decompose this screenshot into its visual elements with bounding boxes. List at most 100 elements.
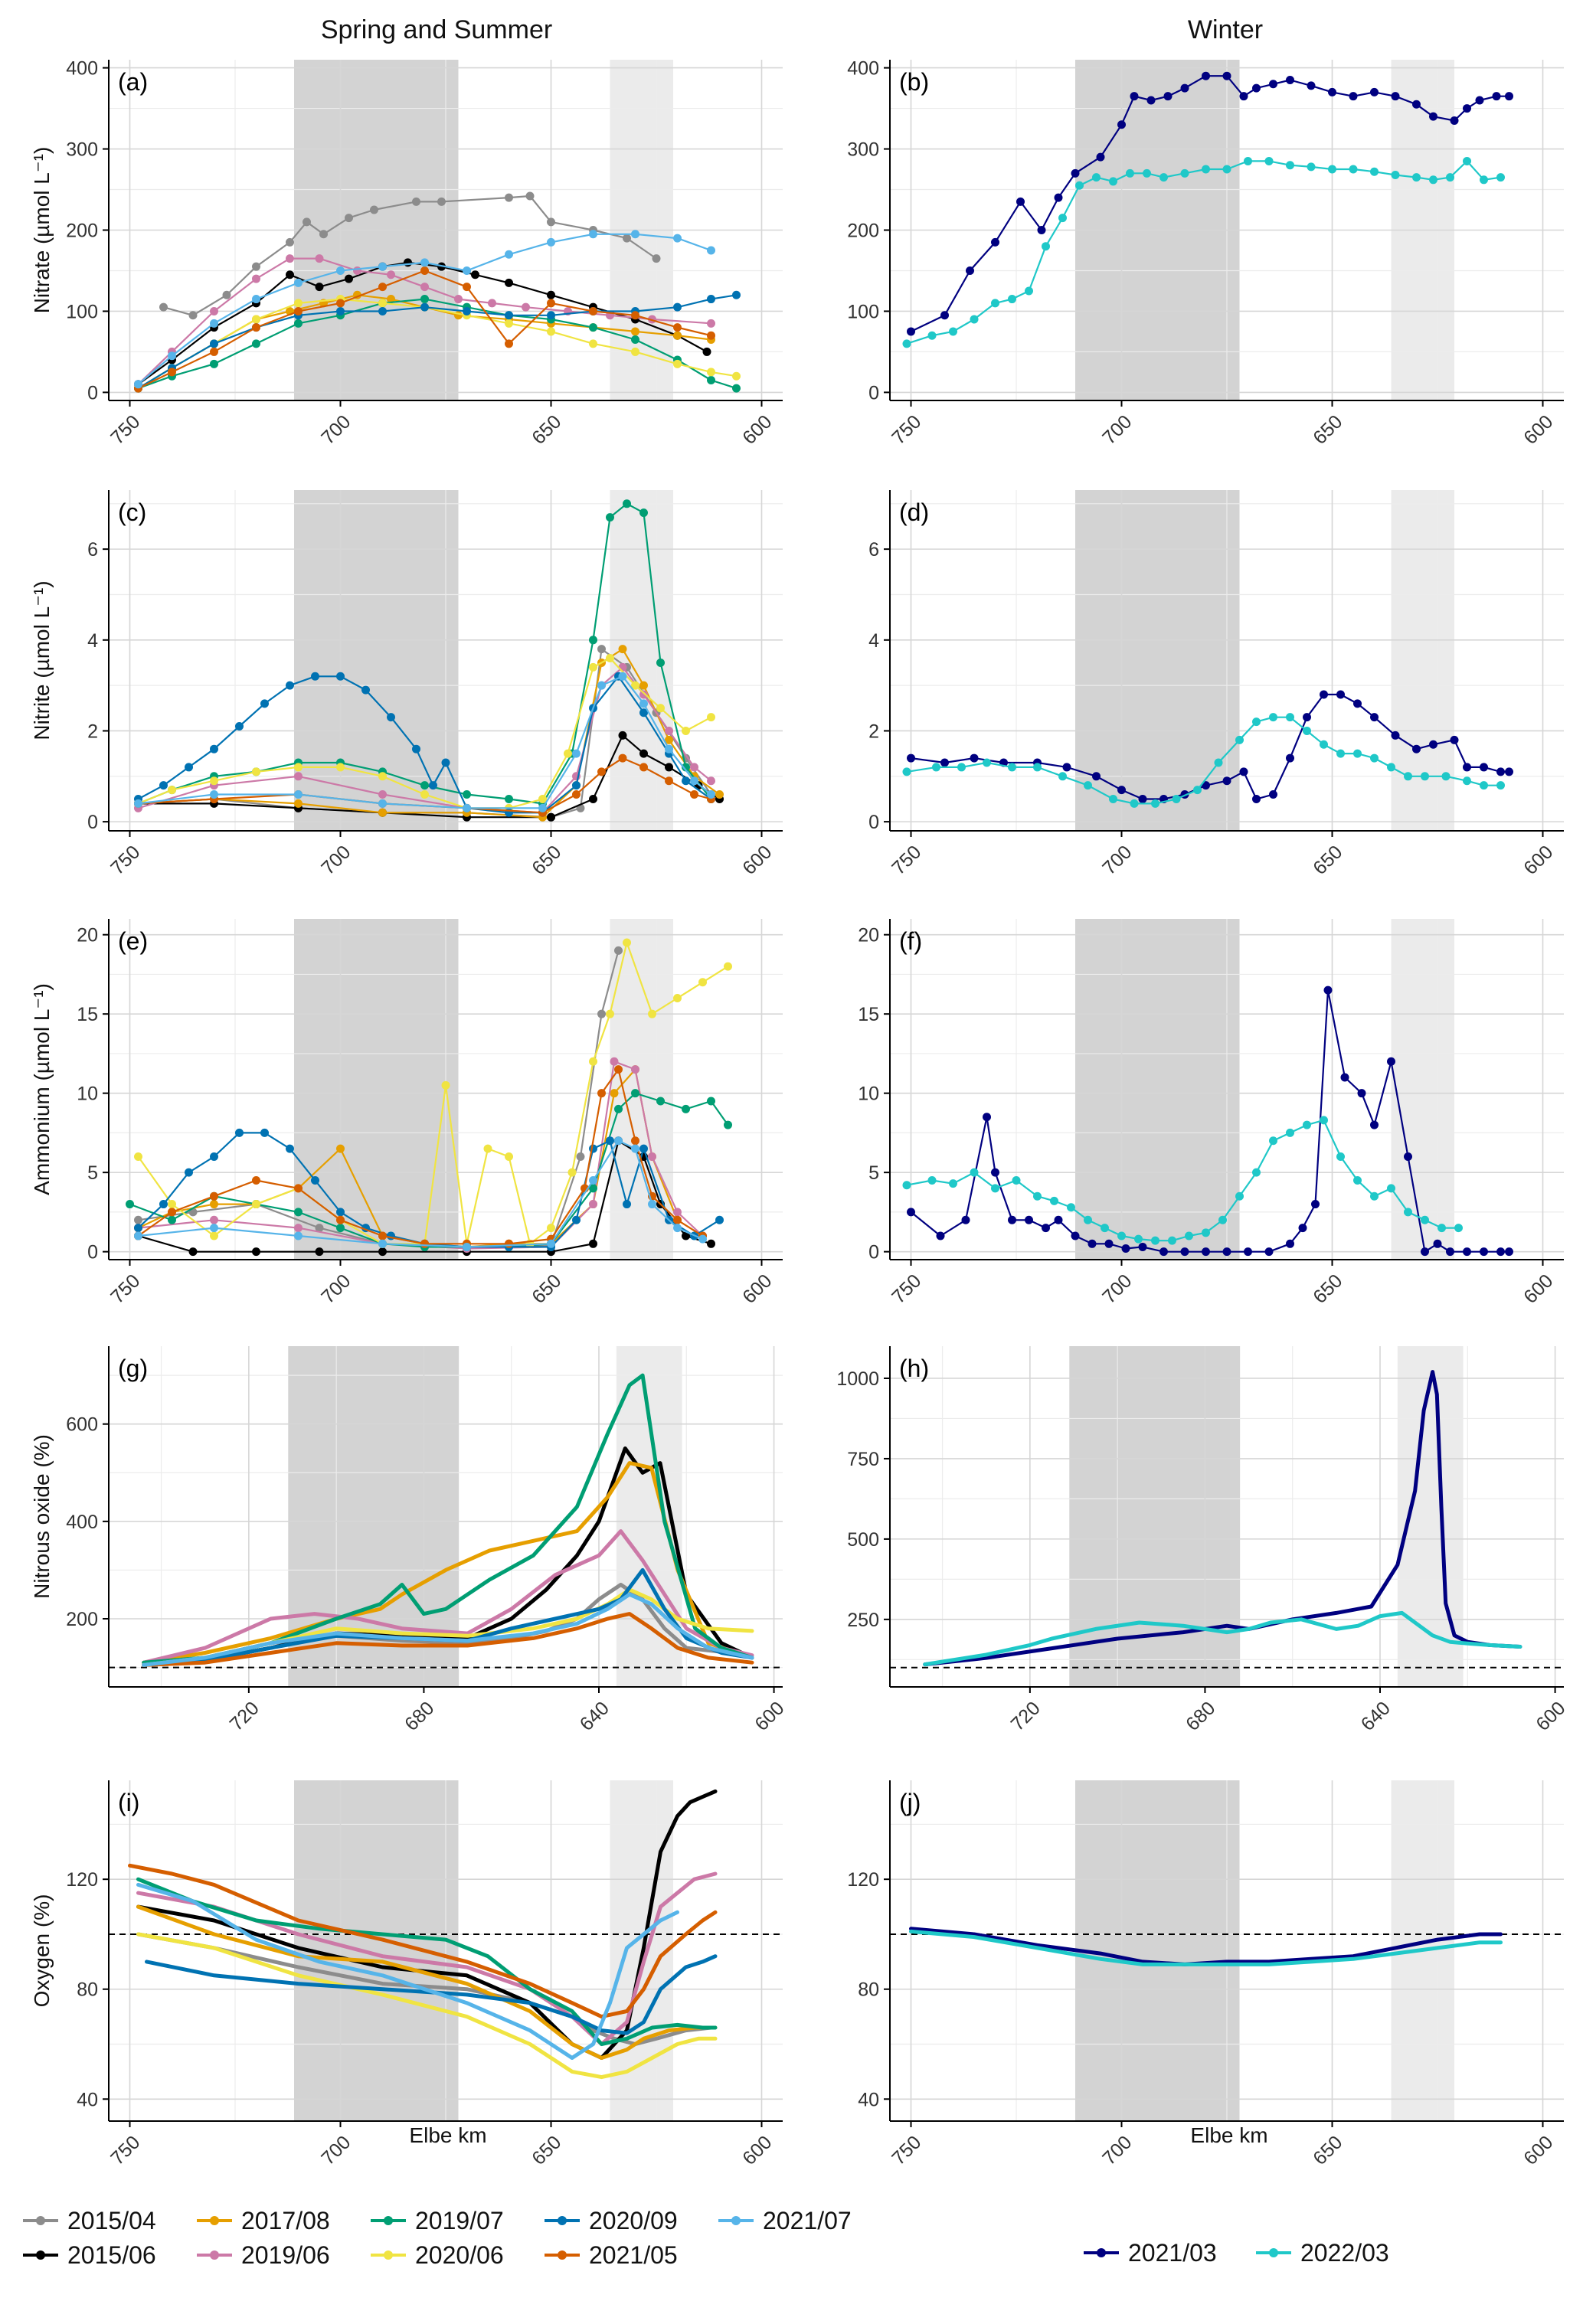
data-point — [1222, 1247, 1231, 1257]
legend-label: 2019/07 — [415, 2207, 504, 2234]
data-point — [639, 708, 648, 717]
data-point — [589, 1144, 597, 1153]
data-point — [1480, 175, 1488, 185]
data-point — [1269, 713, 1277, 722]
data-point — [1109, 794, 1117, 803]
data-point — [294, 278, 303, 287]
data-point — [252, 295, 260, 304]
data-point — [420, 283, 429, 292]
data-point — [126, 1200, 134, 1209]
legend-entry-2020-06: 2020/06 — [371, 2241, 504, 2269]
column-title-right: Winter — [1188, 15, 1263, 44]
data-point — [1264, 1247, 1274, 1257]
panel-label: (d) — [899, 498, 929, 526]
data-point — [378, 306, 387, 315]
data-point — [1269, 1136, 1277, 1146]
data-point — [1450, 116, 1459, 125]
data-point — [597, 1089, 606, 1098]
data-point — [1050, 1196, 1058, 1205]
data-point — [437, 197, 446, 206]
panel-label: (c) — [118, 498, 146, 526]
data-point — [1121, 1244, 1130, 1254]
data-point — [1421, 1215, 1429, 1224]
data-point — [1303, 726, 1311, 735]
data-point — [1307, 81, 1316, 90]
data-point — [623, 1200, 631, 1209]
legend-entry-2015-04: 2015/04 — [23, 2207, 156, 2234]
data-point — [378, 1231, 387, 1240]
data-point — [614, 1065, 623, 1074]
series-line-2020-09 — [137, 294, 738, 390]
data-point — [902, 767, 911, 776]
y-tick-label: 100 — [847, 301, 879, 322]
data-point — [1163, 92, 1173, 101]
data-point — [420, 790, 429, 799]
y-tick-label: 400 — [66, 58, 98, 80]
data-point — [1062, 763, 1071, 772]
data-point — [1320, 1116, 1328, 1125]
data-point — [134, 1231, 142, 1240]
data-point — [589, 306, 597, 315]
y-tick-label: 15 — [858, 1004, 879, 1025]
data-point — [1454, 1224, 1463, 1233]
data-point — [505, 1239, 513, 1248]
data-point — [488, 299, 496, 308]
data-point — [983, 758, 991, 767]
series-line-2020-09 — [145, 1954, 718, 2035]
data-point — [420, 781, 429, 790]
data-point — [1404, 1152, 1412, 1161]
data-point — [336, 299, 345, 308]
data-point — [1117, 120, 1126, 129]
data-point — [589, 1200, 597, 1209]
data-point — [589, 662, 597, 672]
data-point — [286, 254, 294, 263]
data-point — [387, 713, 395, 722]
data-point — [597, 767, 606, 776]
data-point — [1058, 772, 1067, 781]
data-point — [1058, 214, 1067, 223]
legend-entry-2020-09: 2020/09 — [545, 2207, 678, 2234]
data-point — [210, 319, 218, 328]
data-point — [311, 672, 319, 681]
data-point — [564, 749, 572, 758]
data-point — [656, 1097, 665, 1106]
data-point — [618, 672, 627, 681]
x-axis-title-right: Elbe km — [1190, 2123, 1267, 2147]
data-point — [1117, 1231, 1126, 1240]
series-line-2022-03 — [923, 1610, 1522, 1667]
data-point — [1286, 753, 1294, 763]
data-point — [1096, 152, 1105, 162]
data-point — [168, 786, 176, 795]
data-point — [525, 191, 535, 201]
y-tick-label: 6 — [868, 539, 879, 561]
data-point — [134, 799, 142, 808]
data-point — [1480, 763, 1488, 772]
data-point — [210, 1224, 218, 1233]
data-point — [294, 299, 303, 308]
data-point — [168, 1215, 176, 1224]
data-point — [732, 290, 741, 299]
data-point — [547, 327, 555, 336]
data-point — [1235, 735, 1244, 744]
data-point — [707, 1239, 715, 1248]
data-point — [1202, 71, 1210, 80]
data-point — [252, 323, 260, 332]
legend-label: 2021/05 — [589, 2241, 678, 2269]
data-point — [1104, 1239, 1114, 1248]
data-point — [210, 1200, 218, 1209]
y-tick-label: 4 — [868, 630, 879, 652]
data-point — [576, 1152, 585, 1161]
data-point — [961, 1215, 970, 1224]
data-point — [429, 781, 437, 790]
data-point — [441, 758, 450, 767]
data-point — [420, 266, 429, 275]
data-point — [168, 368, 176, 377]
series-line-2020-06 — [136, 1932, 718, 2080]
data-point — [1202, 1247, 1210, 1257]
data-point — [610, 1089, 619, 1098]
data-point — [547, 311, 555, 320]
data-point — [252, 262, 260, 271]
panel-label: (g) — [118, 1355, 148, 1382]
